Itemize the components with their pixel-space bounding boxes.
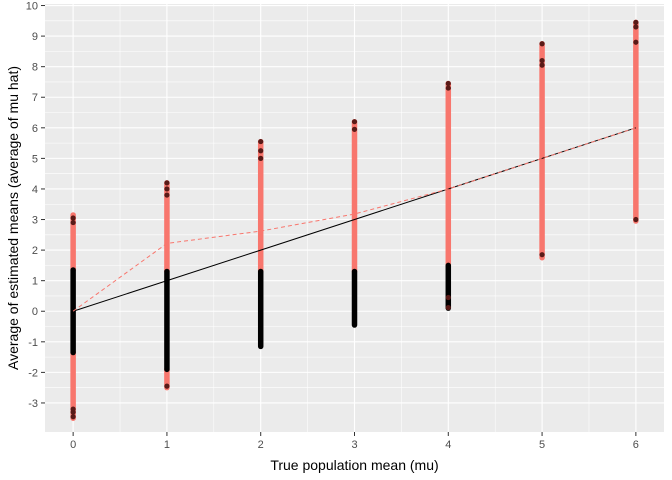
- trend-lines: [72, 127, 637, 312]
- axes: 0 1 2 3 4 5 6 -3 -2 -1 0 1 2 3 4 5 6 7 8 9 10: [26, 1, 639, 451]
- data-point: [445, 85, 451, 91]
- data-point: [445, 294, 451, 301]
- data-point: [539, 62, 545, 68]
- y-tick-label: 0: [32, 306, 38, 318]
- y-tick-label: 8: [32, 62, 38, 74]
- reference-line: [72, 127, 637, 312]
- data-point: [539, 252, 545, 258]
- x-tick-label: 1: [164, 439, 170, 451]
- y-tick-label: -3: [28, 398, 38, 410]
- data-point: [70, 414, 76, 420]
- data-point-columns: [70, 19, 639, 421]
- x-tick-label: 3: [351, 439, 357, 451]
- data-point: [633, 24, 639, 30]
- rejected-mean-line: [72, 127, 637, 312]
- data-point: [164, 180, 170, 186]
- data-point: [164, 383, 170, 389]
- data-point: [445, 304, 451, 311]
- data-point: [633, 19, 639, 25]
- data-point: [351, 126, 358, 132]
- x-tick-label: 5: [539, 439, 545, 451]
- data-point: [633, 216, 639, 223]
- y-tick-label: 5: [32, 153, 38, 165]
- data-point: [258, 155, 264, 161]
- data-point: [70, 215, 76, 221]
- y-tick-label: 9: [32, 31, 38, 43]
- data-point: [164, 192, 170, 198]
- x-tick-label: 2: [258, 439, 264, 451]
- data-point: [258, 138, 264, 145]
- y-tick-label: 4: [32, 184, 38, 196]
- data-point: [445, 80, 451, 87]
- x-axis-title: True population mean (mu): [270, 457, 438, 473]
- data-point: [70, 406, 76, 412]
- y-tick-label: -1: [28, 337, 38, 349]
- y-tick-label: 10: [26, 1, 38, 13]
- y-tick-label: 3: [32, 215, 38, 227]
- data-point: [351, 119, 358, 125]
- x-tick-label: 4: [445, 439, 451, 451]
- y-tick-label: 2: [32, 245, 38, 257]
- data-points: [70, 19, 639, 420]
- y-tick-label: 7: [32, 92, 38, 104]
- data-point: [164, 186, 170, 192]
- y-tick-label: -2: [28, 367, 38, 379]
- y-tick-label: 1: [32, 276, 38, 288]
- y-tick-label: 6: [32, 123, 38, 135]
- data-point: [258, 148, 264, 154]
- x-tick-label: 0: [70, 439, 76, 451]
- data-point: [539, 57, 545, 64]
- x-tick-label: 6: [633, 439, 639, 451]
- data-point: [70, 219, 76, 226]
- data-point: [633, 39, 639, 45]
- data-point: [539, 41, 545, 47]
- y-axis-title: Average of estimated means (average of m…: [5, 66, 21, 370]
